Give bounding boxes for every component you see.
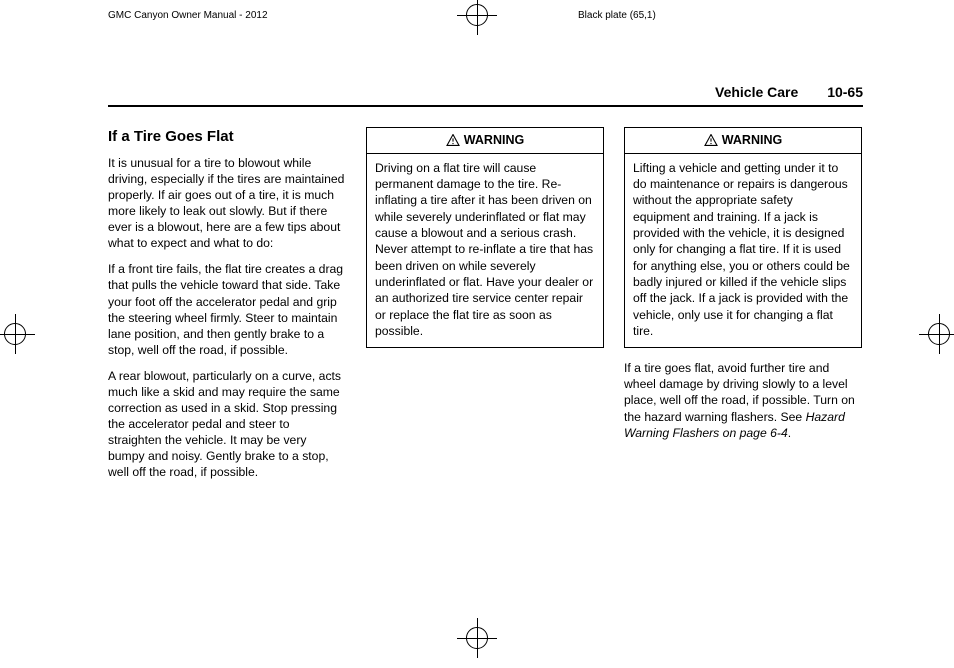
heading-flat-tire: If a Tire Goes Flat (108, 127, 346, 147)
crop-mark-top (457, 0, 497, 35)
columns: If a Tire Goes Flat It is unusual for a … (108, 127, 863, 491)
section-title: Vehicle Care (715, 84, 798, 100)
paragraph: A rear blowout, particularly on a curve,… (108, 368, 346, 481)
warning-triangle-icon (704, 134, 718, 146)
doc-title: GMC Canyon Owner Manual - 2012 (108, 10, 268, 21)
page-frame: Vehicle Care 10-65 If a Tire Goes Flat I… (108, 84, 863, 491)
paragraph: It is unusual for a tire to blowout whil… (108, 155, 346, 252)
paragraph: If a tire goes flat, avoid further tire … (624, 360, 862, 440)
page-number: 10-65 (827, 84, 863, 100)
warning-box: WARNING Driving on a flat tire will caus… (366, 127, 604, 348)
crop-mark-left (0, 314, 35, 354)
warning-header: WARNING (367, 128, 603, 154)
column-3: WARNING Lifting a vehicle and getting un… (624, 127, 862, 491)
warning-box: WARNING Lifting a vehicle and getting un… (624, 127, 862, 348)
plate-label: Black plate (65,1) (578, 10, 656, 21)
warning-body: Lifting a vehicle and getting under it t… (625, 154, 861, 348)
warning-label: WARNING (722, 132, 782, 149)
warning-triangle-icon (446, 134, 460, 146)
column-1: If a Tire Goes Flat It is unusual for a … (108, 127, 346, 491)
running-head: Vehicle Care 10-65 (108, 84, 863, 107)
column-2: WARNING Driving on a flat tire will caus… (366, 127, 604, 491)
text-run: . (788, 426, 791, 440)
paragraph: If a front tire fails, the flat tire cre… (108, 261, 346, 358)
crop-mark-bottom (457, 618, 497, 658)
crop-mark-right (919, 314, 954, 354)
warning-label: WARNING (464, 132, 524, 149)
warning-header: WARNING (625, 128, 861, 154)
warning-body: Driving on a flat tire will cause perman… (367, 154, 603, 348)
